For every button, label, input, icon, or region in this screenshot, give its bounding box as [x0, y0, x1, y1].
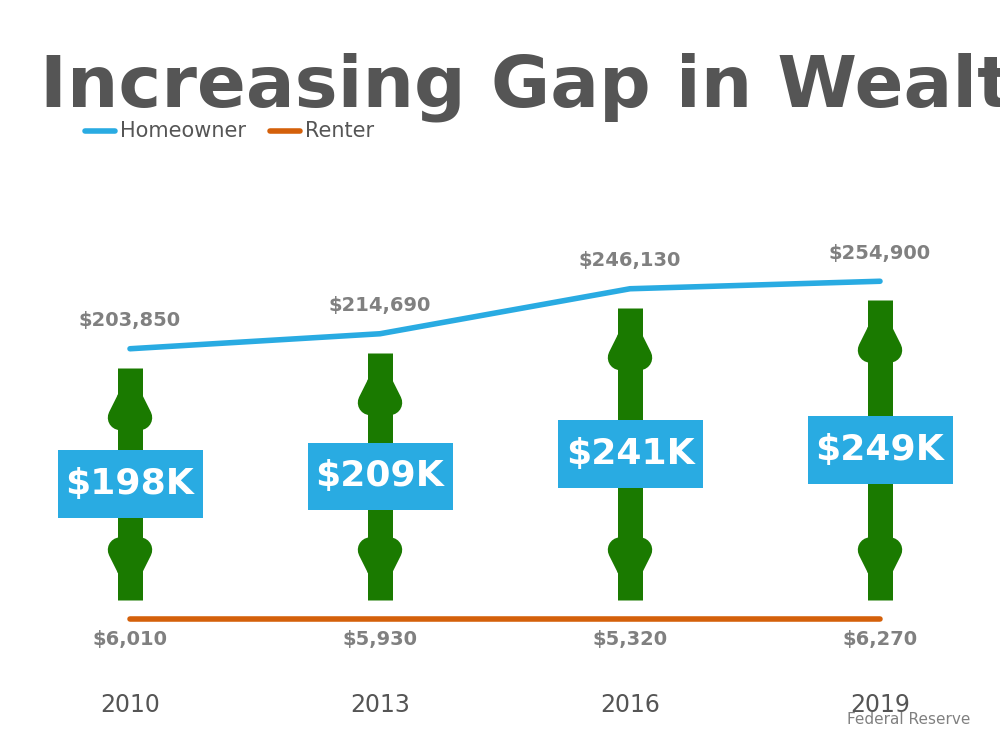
Text: $6,010: $6,010 [92, 630, 168, 649]
Text: Federal Reserve: Federal Reserve [847, 712, 970, 728]
Text: $203,850: $203,850 [79, 311, 181, 330]
Text: $6,270: $6,270 [842, 630, 918, 649]
Text: $198K: $198K [66, 466, 194, 501]
FancyBboxPatch shape [808, 416, 952, 484]
Text: Homeowner: Homeowner [120, 122, 246, 141]
Text: $246,130: $246,130 [579, 251, 681, 270]
Text: $254,900: $254,900 [829, 244, 931, 262]
Text: 2010: 2010 [100, 693, 160, 717]
Text: $214,690: $214,690 [329, 296, 431, 315]
Text: $5,320: $5,320 [592, 630, 668, 649]
Text: Increasing Gap in Wealth: Increasing Gap in Wealth [40, 53, 1000, 122]
Text: 2016: 2016 [600, 693, 660, 717]
Text: Renter: Renter [305, 122, 374, 141]
FancyBboxPatch shape [308, 442, 452, 510]
Text: $249K: $249K [816, 433, 944, 467]
Text: $5,930: $5,930 [342, 630, 418, 649]
Text: 2013: 2013 [350, 693, 410, 717]
Text: $241K: $241K [566, 436, 694, 471]
Text: 2019: 2019 [850, 693, 910, 717]
FancyBboxPatch shape [558, 420, 702, 488]
FancyBboxPatch shape [58, 450, 202, 518]
Text: $209K: $209K [316, 459, 444, 494]
